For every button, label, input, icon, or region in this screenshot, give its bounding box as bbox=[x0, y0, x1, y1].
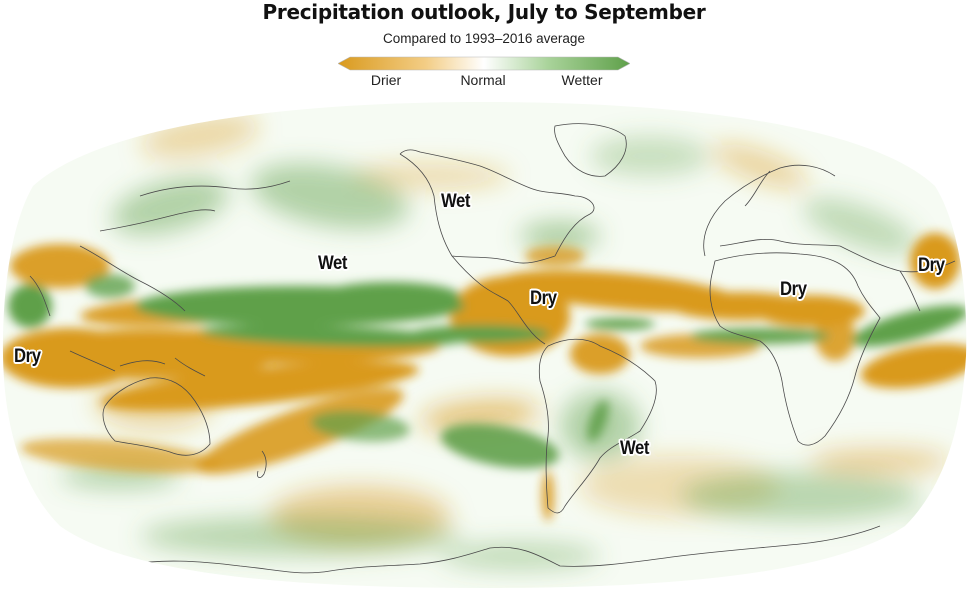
drier-region-2 bbox=[2, 328, 140, 388]
drier-region-16 bbox=[570, 334, 630, 374]
coast-asia bbox=[29, 180, 956, 317]
coast-antarctica bbox=[119, 525, 881, 574]
coast-australia bbox=[102, 377, 211, 456]
wetter-region-43 bbox=[140, 516, 460, 556]
drier-region-20 bbox=[420, 399, 540, 433]
precipitation-anomaly-layer bbox=[2, 233, 967, 521]
wetter-region-34 bbox=[8, 284, 52, 328]
wetter-region-48 bbox=[520, 222, 600, 250]
wetter-region-28 bbox=[320, 282, 460, 310]
drier-region-15 bbox=[860, 343, 967, 389]
drier-region-7 bbox=[20, 438, 220, 474]
drier-region-23 bbox=[350, 164, 510, 188]
legend-label-wetter: Wetter bbox=[561, 72, 603, 88]
precipitation-anomaly-soft-layer bbox=[60, 113, 955, 570]
map-label-dry-indian-ocean-west: Dry bbox=[14, 346, 41, 367]
map-label-wet-south-atlantic: Wet bbox=[620, 438, 650, 459]
chart-title: Precipitation outlook, July to September bbox=[262, 0, 706, 24]
coast-north-america bbox=[399, 149, 595, 345]
drier-region-13 bbox=[815, 311, 855, 361]
map-label-wet-north-pacific: Wet bbox=[318, 253, 348, 274]
map-label-dry-sahel: Dry bbox=[780, 279, 807, 300]
wetter-region-47 bbox=[440, 542, 600, 570]
map-canvas bbox=[2, 102, 967, 588]
legend-label-normal: Normal bbox=[460, 72, 506, 88]
wetter-region-35 bbox=[85, 274, 135, 298]
legend-color-bar bbox=[338, 56, 630, 71]
wetter-region-41 bbox=[111, 177, 229, 235]
wetter-region-37 bbox=[310, 410, 410, 442]
wetter-region-29 bbox=[200, 325, 460, 347]
drier-region-6 bbox=[196, 388, 404, 474]
coast-south-america bbox=[538, 338, 657, 514]
map-label-dry-india: Dry bbox=[918, 255, 945, 276]
drier-region-24 bbox=[712, 143, 808, 189]
wetter-region-49 bbox=[915, 520, 955, 532]
wetter-region-39 bbox=[587, 400, 609, 442]
wetter-region-33 bbox=[851, 305, 967, 347]
coast-africa bbox=[709, 252, 881, 446]
map-label-wet-north-america: Wet bbox=[441, 191, 471, 212]
drier-region-4 bbox=[10, 244, 110, 288]
drier-region-25 bbox=[810, 449, 950, 473]
wetter-region-42 bbox=[680, 471, 920, 521]
wetter-region-32 bbox=[690, 328, 830, 344]
legend-label-drier: Drier bbox=[370, 72, 402, 88]
wetter-region-36 bbox=[440, 423, 560, 469]
world-precipitation-map: Dry Wet Wet Dry Dry Dry Wet bbox=[0, 96, 968, 589]
precipitation-legend bbox=[338, 56, 630, 71]
drier-region-14 bbox=[910, 233, 960, 289]
drier-region-26 bbox=[542, 471, 554, 521]
wetter-region-30 bbox=[410, 325, 550, 343]
wetter-region-31 bbox=[585, 318, 655, 330]
drier-region-5 bbox=[100, 361, 420, 411]
coast-greenland bbox=[554, 123, 627, 177]
wetter-region-44 bbox=[803, 198, 917, 254]
chart-subtitle: Compared to 1993–2016 average bbox=[383, 31, 585, 46]
wetter-region-40 bbox=[251, 163, 409, 229]
coast-new-zealand bbox=[257, 450, 267, 478]
wetter-region-45 bbox=[590, 136, 710, 176]
coast-indonesia bbox=[69, 350, 206, 377]
coastlines bbox=[29, 123, 956, 574]
coast-europe bbox=[703, 164, 841, 257]
map-label-dry-caribbean: Dry bbox=[530, 288, 557, 309]
